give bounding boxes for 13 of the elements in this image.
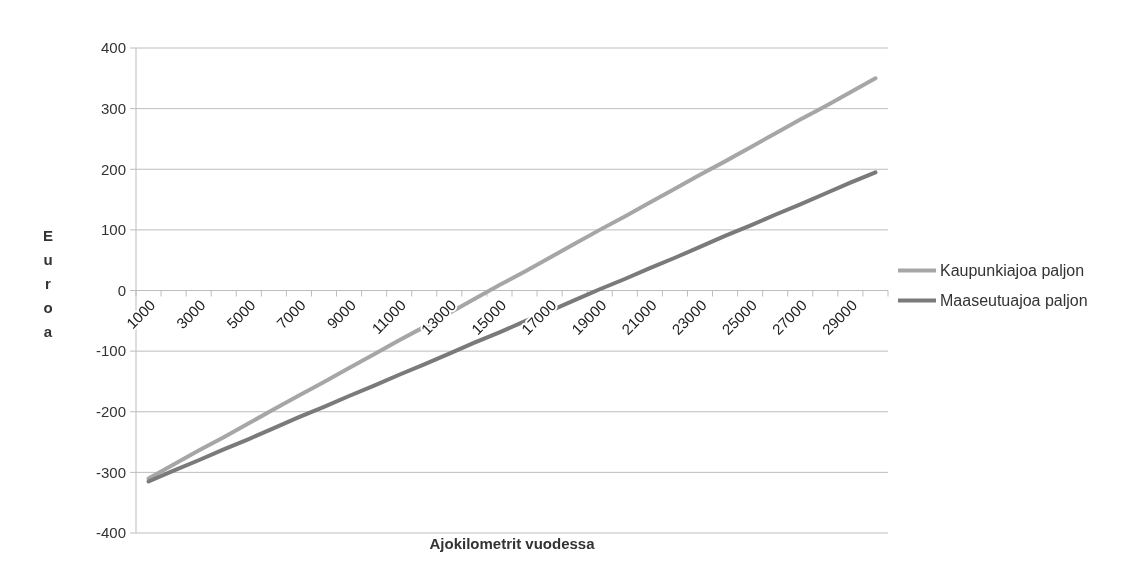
y-axis-title: Euroa (42, 226, 54, 340)
y-tick-label: 300 (100, 99, 126, 117)
y-tick-label: -100 (95, 342, 126, 360)
legend-label: Kaupunkiajoa paljon (940, 262, 1085, 280)
legend-label: Maaseutuajoa paljon (940, 292, 1088, 310)
y-tick-label: -300 (95, 463, 126, 481)
y-tick-label: 0 (117, 281, 126, 299)
y-tick-label: 200 (100, 160, 126, 178)
y-tick-label: 100 (100, 221, 126, 239)
y-tick-label: -200 (95, 403, 126, 420)
y-tick-label: -400 (95, 524, 126, 542)
y-tick-label: 400 (100, 39, 126, 57)
x-axis-title: Ajokilometrit vuodessa (429, 535, 596, 552)
